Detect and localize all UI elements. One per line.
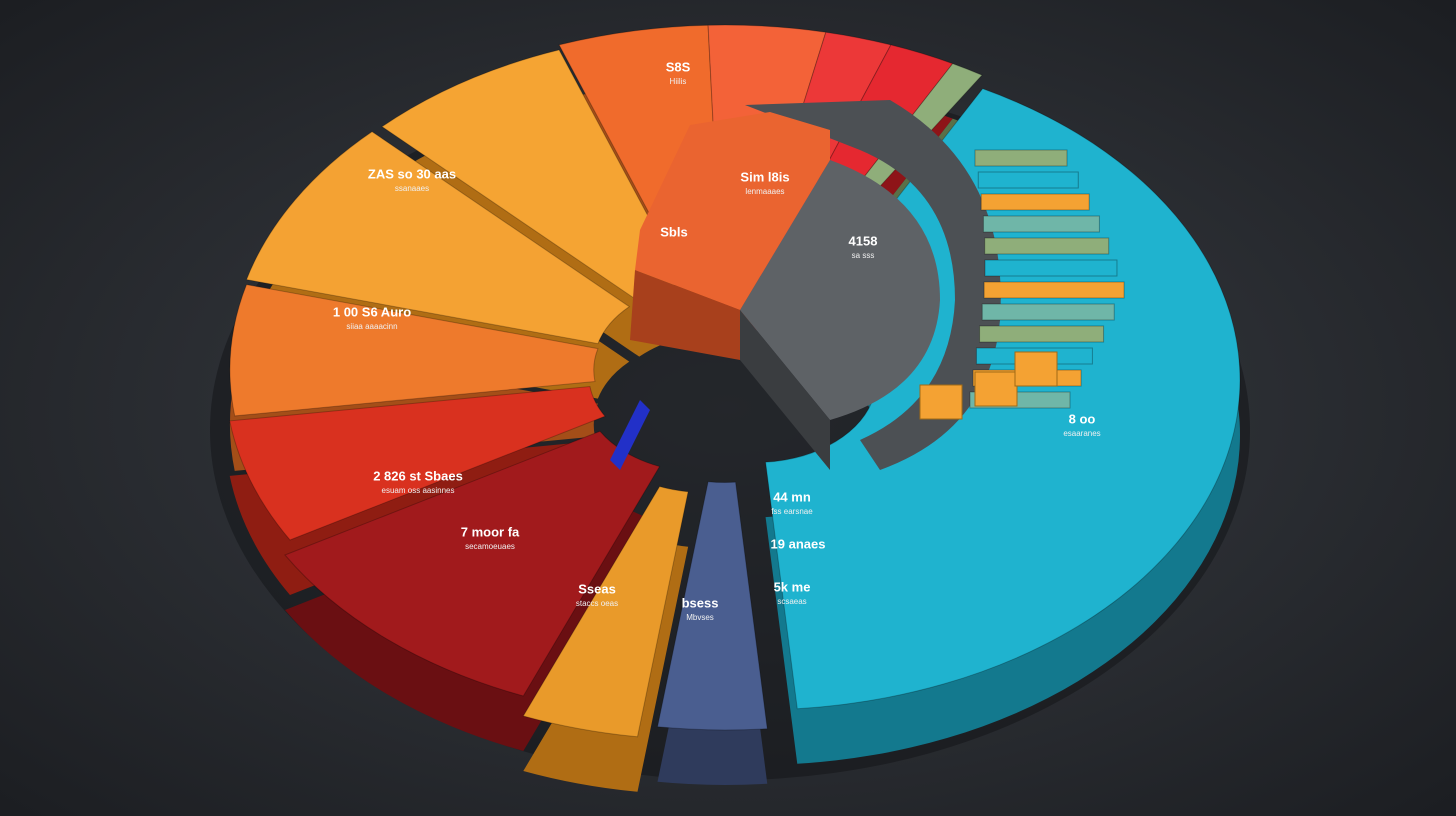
label-title: 2 826 st Sbaes [373, 468, 463, 483]
orange-block-side [630, 270, 740, 360]
bar-block [984, 237, 1110, 255]
slice [656, 481, 768, 731]
label-title: 19 anaes [771, 536, 826, 551]
label-sub: secamoeuaes [465, 542, 515, 551]
gray-slice [740, 160, 940, 420]
bar-block [984, 259, 1118, 277]
bar-block [981, 303, 1115, 321]
label-sub: sa sss [852, 251, 875, 260]
label-sub: siiaa aaaacinn [346, 322, 397, 331]
label-title: Sim l8is [740, 169, 789, 184]
label-title: bsess [682, 595, 719, 610]
label-title: 7 moor fa [461, 524, 520, 539]
bar-stack [919, 149, 1125, 420]
label-sub: lenmaaaes [745, 187, 784, 196]
labels: S8S Hiilis ZAS so 30 aas ssanaaes Sim l8is le… [333, 59, 1101, 622]
bar-block [977, 171, 1079, 189]
orange-block [635, 112, 830, 310]
bar-block [982, 215, 1100, 233]
slice [229, 385, 606, 541]
bar-block [979, 325, 1105, 343]
bar-block [974, 371, 1018, 407]
label-sub: staccs oeas [576, 599, 618, 608]
bar-block [980, 193, 1090, 211]
slice [245, 131, 631, 345]
label-sub: scsaeas [777, 597, 806, 606]
label-title: Sbls [660, 224, 687, 239]
label-title: ZAS so 30 aas [368, 166, 456, 181]
gray-ring [745, 100, 1001, 470]
label-title: 8 oo [1069, 411, 1096, 426]
label-title: 44 mn [773, 489, 811, 504]
label-sub: ssanaaes [395, 184, 429, 193]
bar-block [919, 384, 963, 420]
bar-block [974, 149, 1068, 167]
label-sub: esaaranes [1063, 429, 1100, 438]
label-sub: Mbvses [686, 613, 714, 622]
label-title: S8S [666, 59, 691, 74]
label-title: 1 00 S6 Auro [333, 304, 411, 319]
label-sub: Hiilis [670, 77, 687, 86]
inner-details [610, 100, 1001, 470]
label-title: 4158 [849, 233, 878, 248]
label-title: 5k me [774, 579, 811, 594]
label-title: Sseas [578, 581, 616, 596]
label-sub: fss earsnae [771, 507, 813, 516]
bar-block [983, 281, 1125, 299]
slice [522, 485, 689, 738]
label-sub: esuam oss aasinnes [382, 486, 455, 495]
gray-slice-side [740, 310, 830, 470]
slice [229, 284, 599, 417]
blue-accent [610, 400, 650, 470]
bar-block [1014, 351, 1058, 387]
